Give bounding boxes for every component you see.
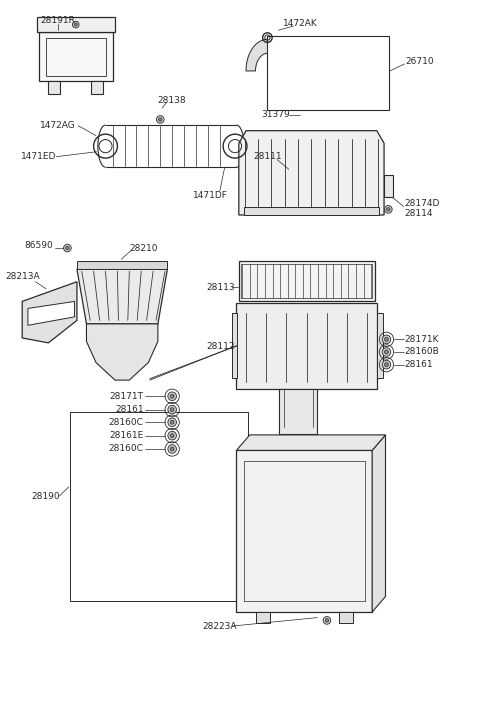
Circle shape xyxy=(384,350,388,354)
Polygon shape xyxy=(28,301,74,325)
Text: 28138: 28138 xyxy=(158,96,187,105)
Bar xyxy=(339,612,353,622)
Bar xyxy=(237,451,372,612)
Circle shape xyxy=(74,23,77,26)
Circle shape xyxy=(168,432,177,440)
Text: 28223A: 28223A xyxy=(203,622,237,631)
Circle shape xyxy=(158,118,162,121)
Polygon shape xyxy=(86,324,158,380)
Bar xyxy=(384,175,393,197)
Bar xyxy=(46,38,106,76)
Text: 28113: 28113 xyxy=(206,283,235,292)
Circle shape xyxy=(170,447,174,451)
Circle shape xyxy=(170,420,174,425)
Circle shape xyxy=(72,21,79,28)
Bar xyxy=(70,412,248,601)
Bar xyxy=(239,260,374,301)
Text: 1472AG: 1472AG xyxy=(40,121,76,130)
Text: 28160C: 28160C xyxy=(109,417,144,427)
Bar xyxy=(279,389,317,434)
Polygon shape xyxy=(237,435,385,451)
Text: 28161: 28161 xyxy=(115,405,144,414)
Text: 1472AK: 1472AK xyxy=(283,20,318,28)
Circle shape xyxy=(170,394,174,398)
Bar xyxy=(241,264,372,298)
Circle shape xyxy=(168,406,177,414)
Polygon shape xyxy=(77,269,168,324)
Text: 1471DF: 1471DF xyxy=(193,191,228,200)
Circle shape xyxy=(64,244,71,252)
Text: 28160C: 28160C xyxy=(109,444,144,453)
Text: 28160B: 28160B xyxy=(405,348,439,356)
Text: 28161: 28161 xyxy=(405,360,433,369)
Bar xyxy=(77,260,168,269)
Bar xyxy=(37,17,115,32)
Text: 28114: 28114 xyxy=(405,209,433,218)
Circle shape xyxy=(325,619,329,622)
Circle shape xyxy=(384,337,388,341)
Text: 28213A: 28213A xyxy=(5,272,39,282)
Bar xyxy=(91,82,103,94)
Bar xyxy=(255,612,270,622)
Text: 28112: 28112 xyxy=(206,342,235,351)
Circle shape xyxy=(384,363,388,367)
Circle shape xyxy=(382,335,391,344)
Circle shape xyxy=(382,348,391,356)
Circle shape xyxy=(384,206,392,213)
Text: 28174D: 28174D xyxy=(405,199,440,208)
Bar xyxy=(232,313,238,378)
Text: 28191R: 28191R xyxy=(40,16,75,25)
Text: 28210: 28210 xyxy=(129,244,158,253)
Circle shape xyxy=(156,115,164,123)
Text: 28161E: 28161E xyxy=(109,431,144,440)
Bar xyxy=(237,303,377,389)
Circle shape xyxy=(168,445,177,453)
Text: 28171K: 28171K xyxy=(405,335,439,344)
Polygon shape xyxy=(239,131,384,215)
Circle shape xyxy=(323,617,331,624)
Circle shape xyxy=(387,208,390,211)
Bar xyxy=(39,32,113,82)
Circle shape xyxy=(170,434,174,438)
Circle shape xyxy=(170,408,174,412)
Text: 86590: 86590 xyxy=(24,241,53,250)
Polygon shape xyxy=(22,282,77,343)
Text: 28111: 28111 xyxy=(253,152,282,161)
Text: 28190: 28190 xyxy=(32,491,60,501)
Circle shape xyxy=(382,360,391,369)
Bar xyxy=(267,36,389,110)
Bar xyxy=(48,82,60,94)
Text: 31379: 31379 xyxy=(261,110,290,119)
Text: 1471ED: 1471ED xyxy=(21,152,57,161)
Text: 26710: 26710 xyxy=(406,57,434,66)
Text: 28171T: 28171T xyxy=(109,391,144,401)
Circle shape xyxy=(66,246,69,250)
Circle shape xyxy=(168,392,177,401)
Bar xyxy=(243,206,379,215)
Polygon shape xyxy=(372,435,385,612)
Bar xyxy=(377,313,383,378)
Polygon shape xyxy=(246,39,267,71)
Circle shape xyxy=(168,418,177,427)
